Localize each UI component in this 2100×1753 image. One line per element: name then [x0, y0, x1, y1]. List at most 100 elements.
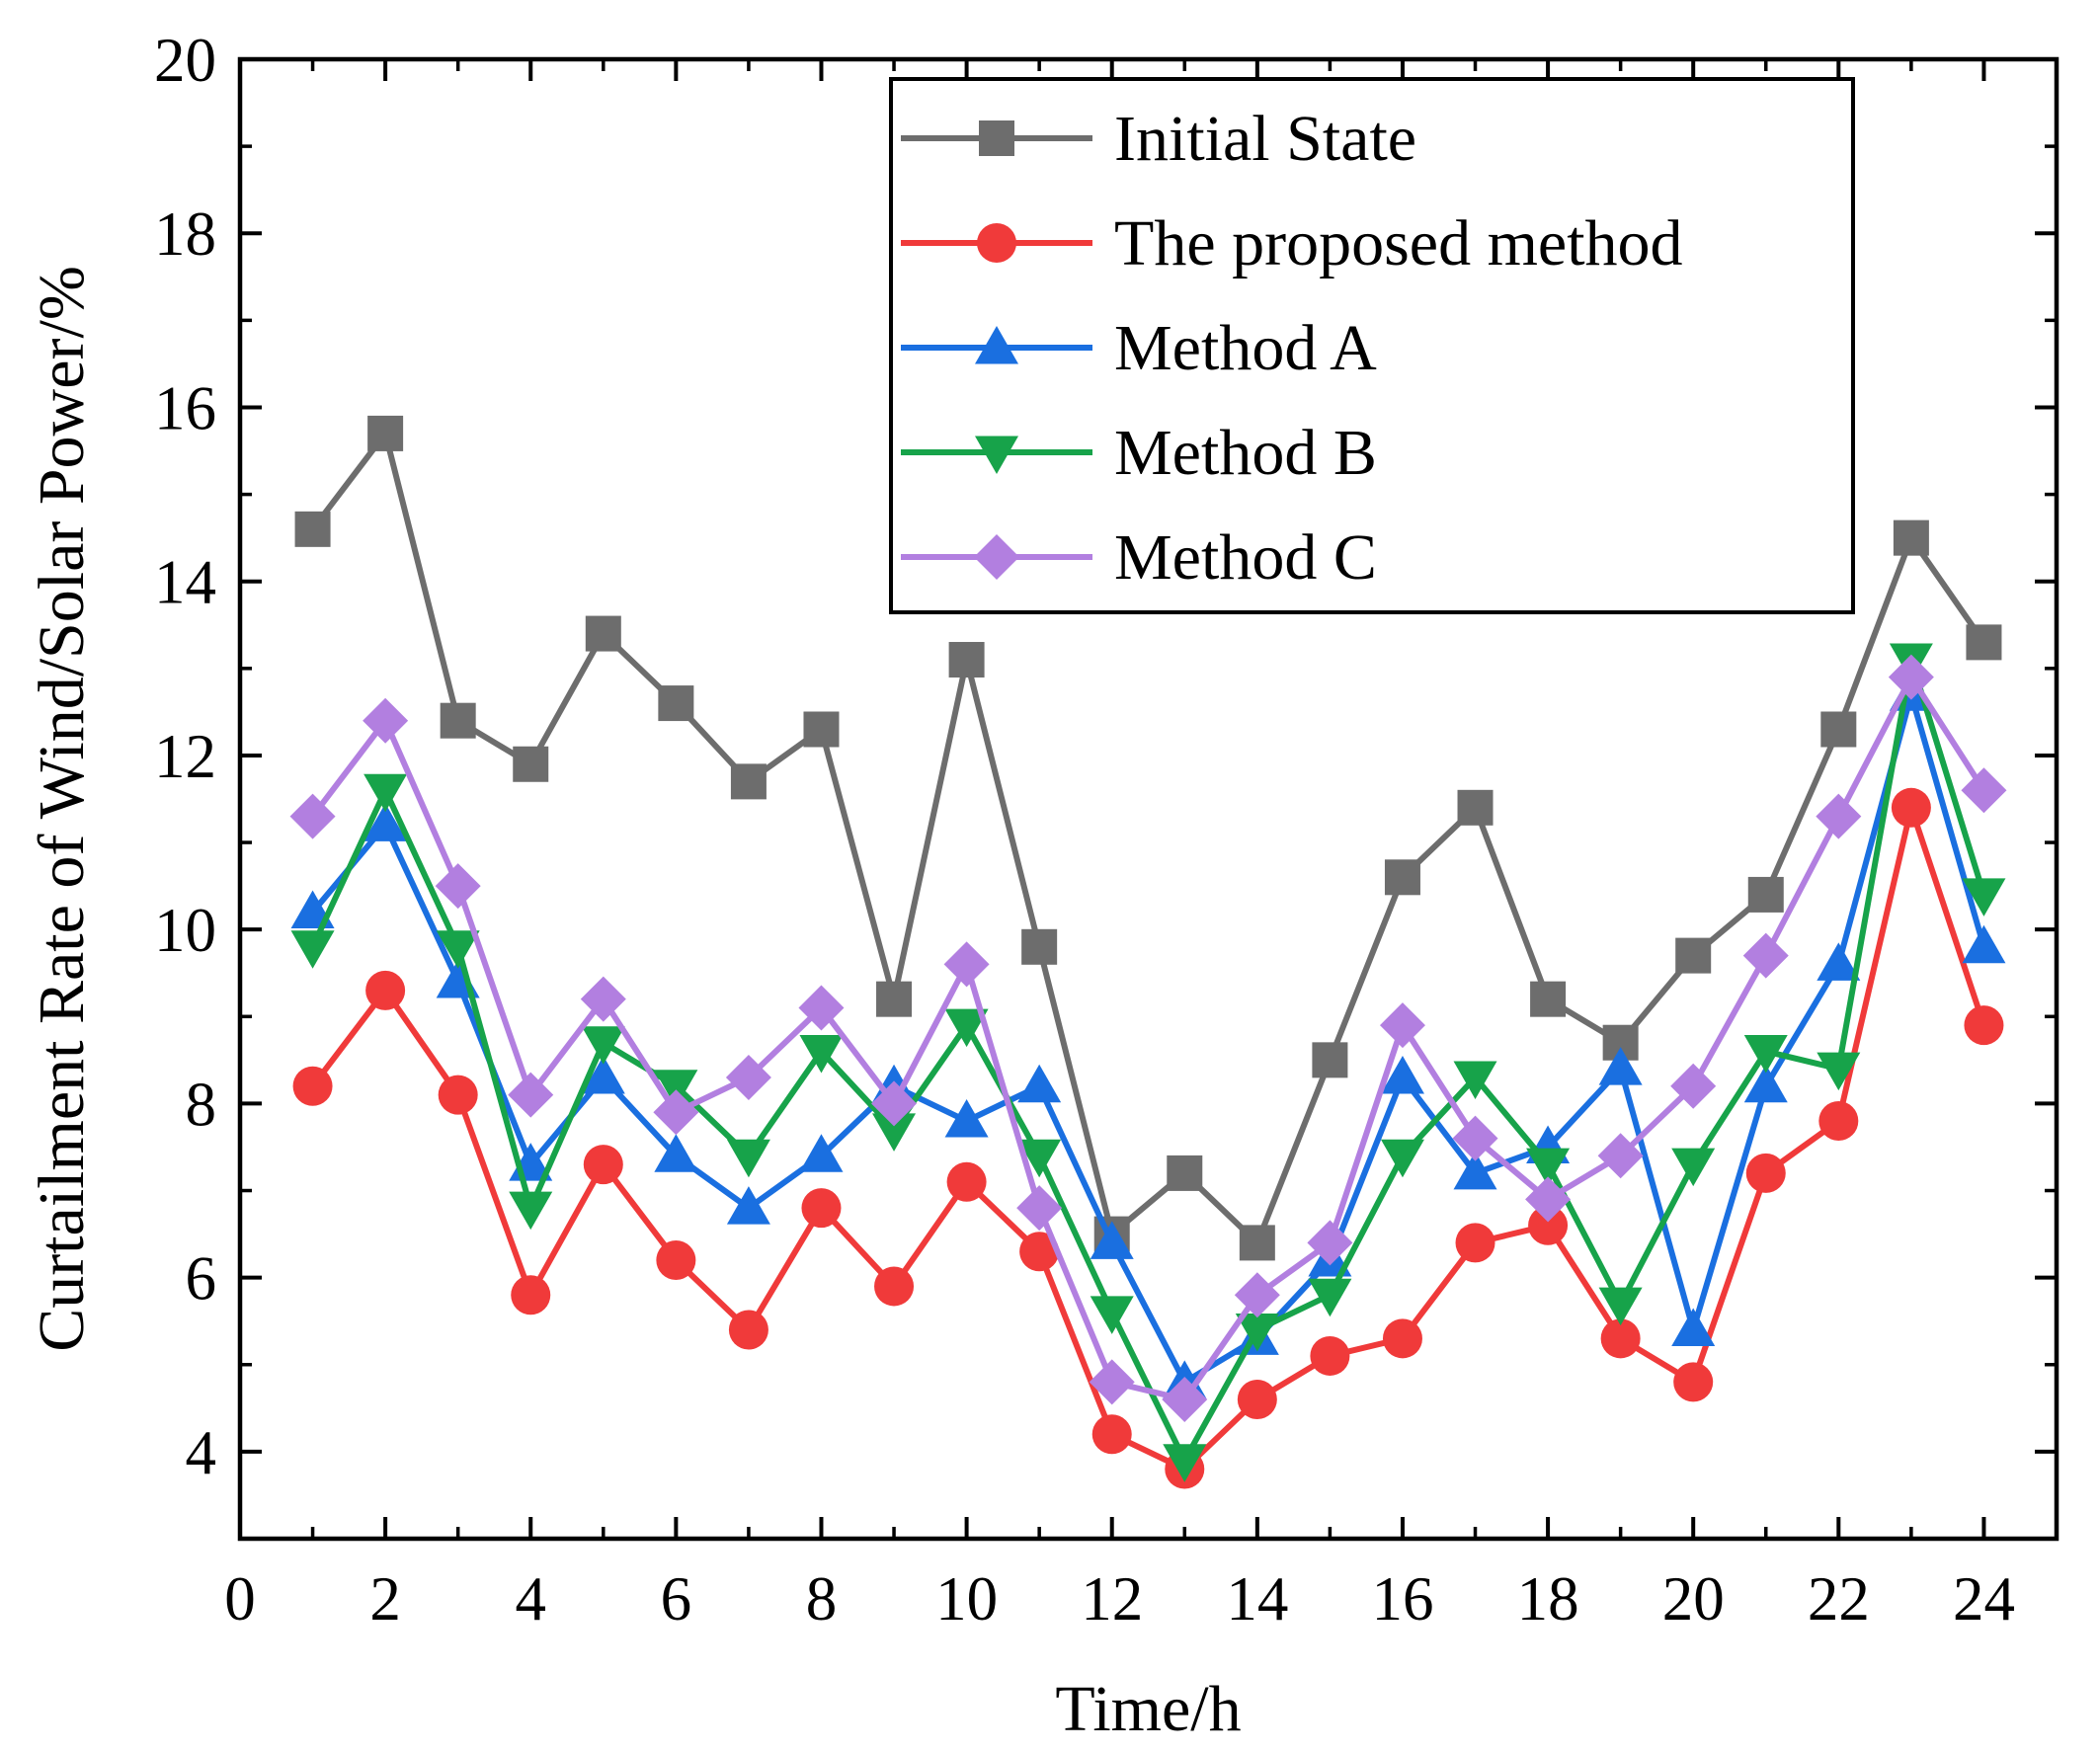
- data-point: [363, 697, 409, 744]
- data-point: [508, 1072, 554, 1118]
- data-point: [1961, 767, 2007, 814]
- data-point: [799, 1035, 844, 1074]
- x-tick-label: 22: [1808, 1564, 1870, 1633]
- data-point: [944, 1008, 989, 1048]
- data-point: [1379, 1002, 1425, 1049]
- y-tick-label: 14: [154, 548, 216, 617]
- data-point: [876, 981, 913, 1017]
- data-point: [1742, 932, 1789, 979]
- y-tick-label: 8: [186, 1070, 217, 1139]
- data-point: [1090, 1221, 1134, 1259]
- x-tick-label: 10: [935, 1564, 998, 1633]
- data-point: [1308, 1278, 1352, 1317]
- data-point: [438, 1075, 478, 1115]
- data-point: [1891, 787, 1931, 828]
- data-point: [1966, 624, 2002, 661]
- legend-label: Method B: [1114, 417, 1377, 489]
- data-point: [801, 1188, 842, 1229]
- data-point: [289, 793, 336, 839]
- data-point: [290, 930, 335, 969]
- data-point: [1453, 1151, 1497, 1190]
- data-point: [1239, 1225, 1275, 1261]
- data-point: [1167, 1155, 1203, 1191]
- data-point: [803, 711, 840, 748]
- data-point: [1671, 1148, 1716, 1187]
- series-line: [310, 674, 1986, 1403]
- data-point: [1743, 1064, 1788, 1103]
- data-point: [581, 1055, 625, 1094]
- data-point: [1019, 1232, 1060, 1272]
- legend-marker: [975, 326, 1018, 364]
- data-point: [943, 941, 990, 988]
- legend-label: Method A: [1114, 312, 1377, 384]
- x-tick-label: 18: [1517, 1564, 1579, 1633]
- data-point: [1673, 1362, 1714, 1402]
- data-point: [1162, 1377, 1208, 1423]
- data-point: [1817, 942, 1861, 981]
- data-point: [1452, 1115, 1498, 1161]
- data-point: [654, 1134, 698, 1172]
- y-tick-label: 20: [154, 26, 216, 95]
- data-point: [509, 1191, 553, 1231]
- x-tick-label: 12: [1081, 1564, 1143, 1633]
- data-point: [1820, 711, 1857, 748]
- data-point: [799, 1134, 844, 1172]
- data-point: [1457, 789, 1494, 826]
- data-point: [1237, 1380, 1277, 1420]
- y-tick-label: 4: [186, 1418, 217, 1487]
- data-point: [363, 803, 408, 841]
- data-point: [1600, 1318, 1641, 1359]
- data-point: [874, 1266, 915, 1307]
- data-series: [289, 415, 2007, 1489]
- plot-frame: [237, 56, 2060, 1542]
- data-point: [1235, 1314, 1279, 1352]
- data-point: [1818, 1101, 1859, 1142]
- data-point: [1962, 878, 2006, 916]
- data-point: [1016, 1185, 1063, 1232]
- data-point: [367, 415, 404, 451]
- data-point: [365, 970, 406, 1010]
- data-point: [871, 1080, 918, 1127]
- x-tick-label: 14: [1226, 1564, 1288, 1633]
- x-tick-label: 6: [661, 1564, 692, 1633]
- data-point: [1530, 981, 1567, 1017]
- data-point: [1675, 937, 1712, 974]
- data-point: [1312, 1042, 1348, 1078]
- data-point: [1598, 1047, 1643, 1085]
- data-point: [1893, 519, 1929, 556]
- data-point: [1380, 1055, 1424, 1094]
- data-point: [511, 1275, 551, 1315]
- data-point: [725, 1054, 771, 1100]
- data-point: [1234, 1272, 1280, 1318]
- data-point: [1888, 654, 1934, 700]
- data-point: [1017, 1064, 1062, 1103]
- data-point: [944, 1099, 989, 1138]
- data-point: [1671, 1308, 1716, 1347]
- data-point: [1964, 1005, 2004, 1046]
- data-point: [1163, 1444, 1207, 1482]
- legend-marker: [974, 534, 1019, 580]
- data-point: [1817, 1052, 1861, 1091]
- data-point: [1743, 1035, 1788, 1074]
- series-method-c: [289, 654, 2007, 1423]
- data-point: [1310, 1335, 1350, 1376]
- data-point: [1021, 928, 1058, 965]
- data-point: [583, 1145, 623, 1185]
- data-point: [654, 1070, 698, 1108]
- data-point: [1017, 1139, 1062, 1178]
- data-point: [726, 1139, 770, 1178]
- x-tick-label: 8: [806, 1564, 838, 1633]
- data-point: [1307, 1220, 1353, 1266]
- x-tick-label: 24: [1953, 1564, 2015, 1633]
- data-point: [1455, 1223, 1495, 1263]
- legend-marker: [977, 223, 1016, 263]
- data-point: [658, 685, 694, 722]
- data-point: [872, 1113, 917, 1152]
- legend: Initial State The proposed method Method A…: [889, 77, 1855, 614]
- data-point: [435, 863, 481, 910]
- y-axis-title: Curtailment Rate of Wind/Solar Power/%: [26, 266, 98, 1352]
- y-tick-label: 12: [154, 722, 216, 791]
- data-point: [1453, 1061, 1497, 1099]
- data-point: [653, 1089, 699, 1136]
